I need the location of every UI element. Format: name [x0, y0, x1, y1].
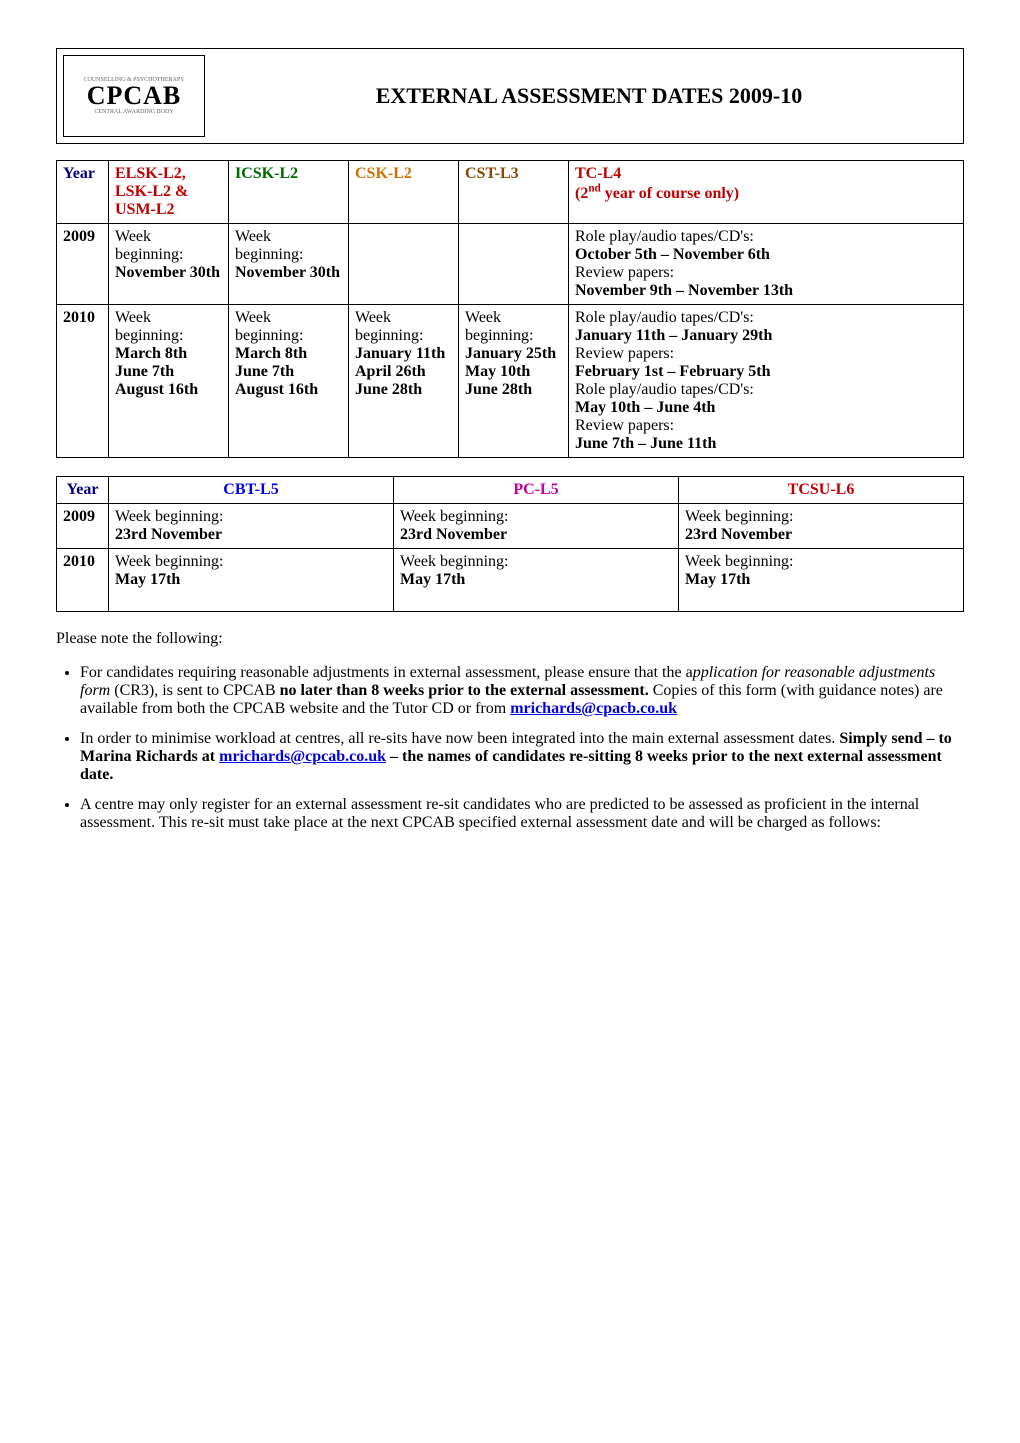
- year-cell: 2009: [57, 504, 109, 549]
- assessment-table-1: Year ELSK-L2, LSK-L2 & USM-L2 ICSK-L2 CS…: [56, 160, 964, 458]
- cell: Week beginning: May 17th: [109, 549, 394, 612]
- cell: Week beginning: 23rd November: [679, 504, 964, 549]
- col-icsk: ICSK-L2: [229, 161, 349, 224]
- col-year: Year: [57, 161, 109, 224]
- cell: Week beginning: May 17th: [679, 549, 964, 612]
- cell: [459, 224, 569, 305]
- year-cell: 2009: [57, 224, 109, 305]
- cell: Week beginning: January 25th May 10th Ju…: [459, 305, 569, 458]
- cell: Week beginning: May 17th: [394, 549, 679, 612]
- notes-intro: Please note the following:: [56, 630, 964, 648]
- col-tc: TC-L4 (2nd year of course only): [569, 161, 964, 224]
- notes-list: For candidates requiring reasonable adju…: [80, 664, 964, 832]
- col-csk: CSK-L2: [349, 161, 459, 224]
- table-header-row: Year CBT-L5 PC-L5 TCSU-L6: [57, 477, 964, 504]
- tc-l4-label: TC-L4: [575, 165, 621, 182]
- cell: Role play/audio tapes/CD's: January 11th…: [569, 305, 964, 458]
- col-tcsu: TCSU-L6: [679, 477, 964, 504]
- table-row-2010: 2010 Week beginning: March 8th June 7th …: [57, 305, 964, 458]
- tc-l4-sub: (2nd year of course only): [575, 185, 739, 202]
- col-elsk: ELSK-L2, LSK-L2 & USM-L2: [109, 161, 229, 224]
- note-item-1: For candidates requiring reasonable adju…: [80, 664, 964, 718]
- cell: Week beginning: March 8th June 7th Augus…: [229, 305, 349, 458]
- cell: Week beginning: November 30th: [109, 224, 229, 305]
- cell: Week beginning: 23rd November: [394, 504, 679, 549]
- cell: Week beginning: 23rd November: [109, 504, 394, 549]
- col-cst: CST-L3: [459, 161, 569, 224]
- cell: Week beginning: November 30th: [229, 224, 349, 305]
- cell: Week beginning: January 11th April 26th …: [349, 305, 459, 458]
- cpcab-logo: COUNSELLING & PSYCHOTHERAPY CPCAB CENTRA…: [63, 55, 205, 137]
- year-cell: 2010: [57, 305, 109, 458]
- note-item-3: A centre may only register for an extern…: [80, 796, 964, 832]
- document-title: EXTERNAL ASSESSMENT DATES 2009-10: [221, 83, 957, 109]
- note-item-2: In order to minimise workload at centres…: [80, 730, 964, 784]
- assessment-table-2: Year CBT-L5 PC-L5 TCSU-L6 2009 Week begi…: [56, 476, 964, 612]
- table-row-2009: 2009 Week beginning: 23rd November Week …: [57, 504, 964, 549]
- email-link-2[interactable]: mrichards@cpcab.co.uk: [219, 748, 386, 765]
- cell: Role play/audio tapes/CD's: October 5th …: [569, 224, 964, 305]
- col-pc: PC-L5: [394, 477, 679, 504]
- cell: [349, 224, 459, 305]
- cell: Week beginning: March 8th June 7th Augus…: [109, 305, 229, 458]
- logo-arc-bottom: CENTRAL AWARDING BODY: [94, 109, 173, 115]
- email-link-1[interactable]: mrichards@cpacb.co.uk: [510, 700, 677, 717]
- col-year: Year: [57, 477, 109, 504]
- table-header-row: Year ELSK-L2, LSK-L2 & USM-L2 ICSK-L2 CS…: [57, 161, 964, 224]
- table-row-2009: 2009 Week beginning: November 30th Week …: [57, 224, 964, 305]
- table-row-2010: 2010 Week beginning: May 17th Week begin…: [57, 549, 964, 612]
- year-cell: 2010: [57, 549, 109, 612]
- col-cbt: CBT-L5: [109, 477, 394, 504]
- logo-text: CPCAB: [87, 83, 182, 109]
- document-header: COUNSELLING & PSYCHOTHERAPY CPCAB CENTRA…: [56, 48, 964, 144]
